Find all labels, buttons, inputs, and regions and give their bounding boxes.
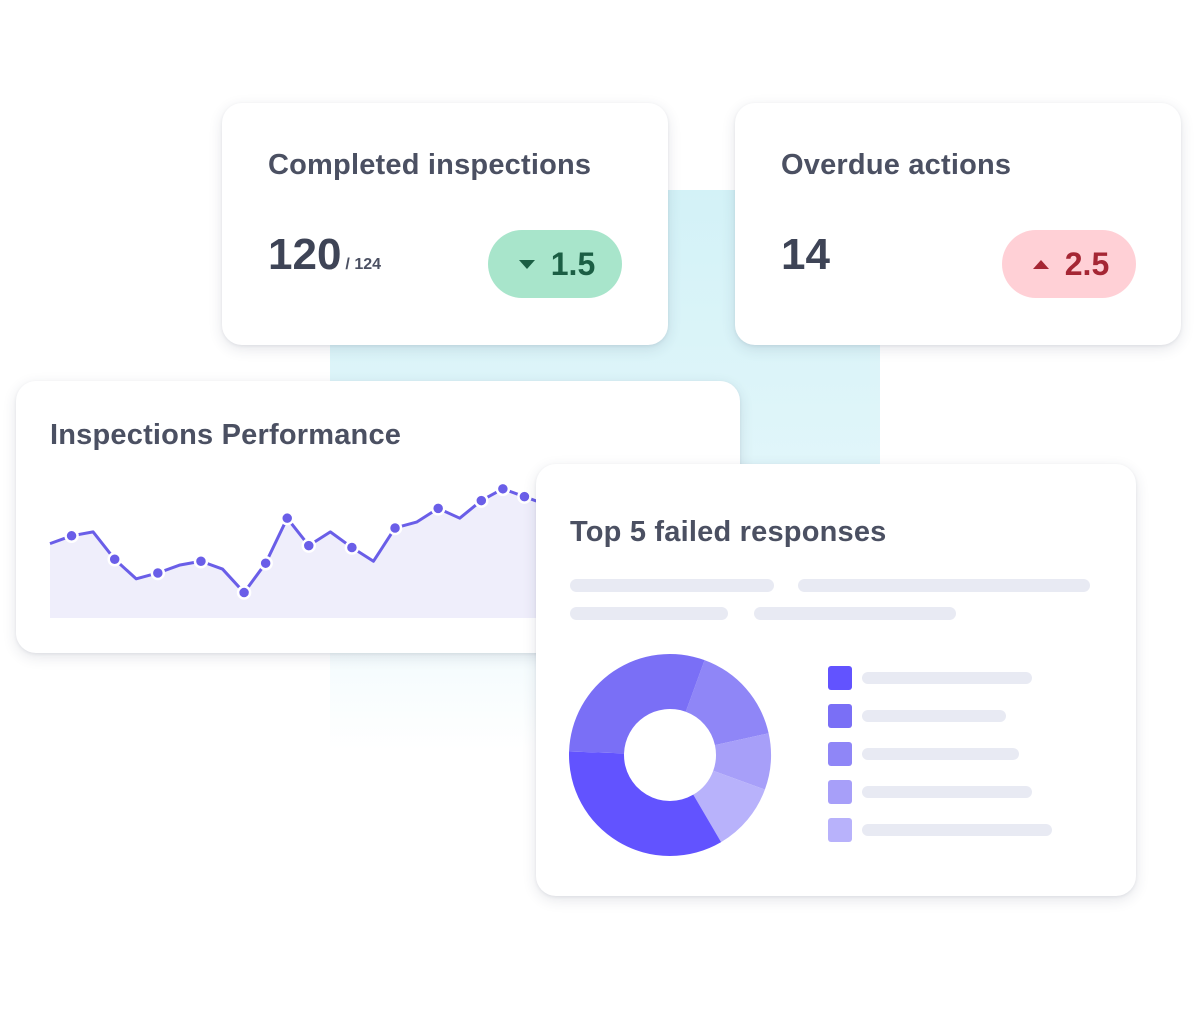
performance-point xyxy=(344,540,360,555)
performance-point xyxy=(517,489,532,504)
overdue-change-value: 2.5 xyxy=(1064,245,1110,282)
legend-swatch xyxy=(828,818,852,842)
completed-change-value: 1.5 xyxy=(550,245,596,282)
completed-total: / 124 xyxy=(345,256,382,273)
legend-text-bar xyxy=(862,710,1006,722)
legend-swatch xyxy=(828,704,852,728)
performance-point xyxy=(495,481,511,497)
failed-responses-title: Top 5 failed responses xyxy=(570,516,887,548)
performance-point xyxy=(301,538,317,553)
performance-title: Inspections Performance xyxy=(50,419,402,451)
performance-point xyxy=(258,555,273,571)
overdue-change-badge: 2.5 xyxy=(1002,230,1136,298)
legend-swatch xyxy=(828,666,852,690)
completed-inspections-title: Completed inspections xyxy=(268,149,592,181)
performance-point xyxy=(193,553,209,569)
performance-point xyxy=(474,493,489,508)
caret-up-icon xyxy=(1032,259,1049,269)
donut-slice xyxy=(693,770,765,843)
overdue-actions-card[interactable]: Overdue actions 14 2.5 xyxy=(735,103,1181,345)
performance-point xyxy=(387,520,403,536)
performance-chart xyxy=(49,481,547,618)
donut-slice xyxy=(713,733,771,790)
performance-point xyxy=(150,565,166,581)
placeholder-text-bar xyxy=(798,579,1090,592)
legend-text-bar xyxy=(862,824,1052,836)
performance-line xyxy=(49,487,547,595)
performance-point xyxy=(430,501,446,516)
performance-point xyxy=(279,510,295,526)
performance-area xyxy=(50,488,546,618)
donut-slice xyxy=(569,751,722,856)
completed-change-badge: 1.5 xyxy=(488,230,622,298)
legend-swatch xyxy=(828,780,852,804)
failed-responses-chart xyxy=(569,579,1090,856)
legend-swatch xyxy=(828,742,852,766)
placeholder-text-bar xyxy=(754,607,956,620)
completed-inspections-value: 120/ 124 xyxy=(268,233,381,277)
legend-text-bar xyxy=(862,672,1032,684)
overdue-actions-title: Overdue actions xyxy=(781,149,1012,181)
completed-count: 120 xyxy=(268,230,342,279)
failed-responses-card[interactable]: Top 5 failed responses xyxy=(536,464,1136,896)
donut-slice xyxy=(569,654,705,754)
donut-slice xyxy=(685,660,769,746)
performance-point xyxy=(107,552,122,567)
caret-down-icon xyxy=(518,259,535,269)
overdue-actions-value: 14 xyxy=(781,230,830,279)
legend-text-bar xyxy=(862,786,1032,798)
legend-text-bar xyxy=(862,748,1019,760)
performance-point xyxy=(64,528,79,544)
performance-point xyxy=(236,585,252,600)
placeholder-text-bar xyxy=(570,579,774,592)
placeholder-text-bar xyxy=(570,607,728,620)
completed-inspections-card[interactable]: Completed inspections 120/ 124 1.5 xyxy=(222,103,668,345)
